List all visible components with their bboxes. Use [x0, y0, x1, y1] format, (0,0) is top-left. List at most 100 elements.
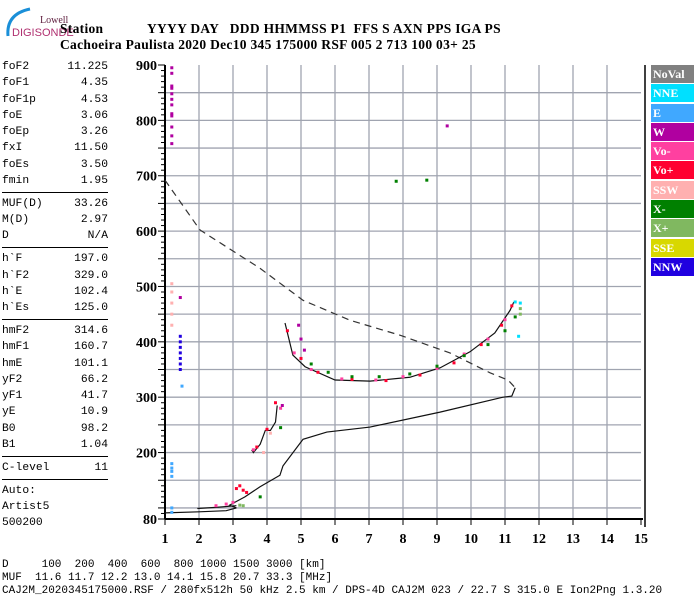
- echo-point-vo-: [251, 448, 255, 452]
- echo-point-vo-: [384, 379, 388, 383]
- legend-item-ssw: SSW: [651, 180, 694, 199]
- echo-point-vo-: [340, 377, 344, 381]
- autoscale-line: Artist5: [2, 500, 50, 513]
- echo-point-ssw: [170, 323, 174, 327]
- param-row: h`Es 125.0: [2, 300, 108, 316]
- param-row: B1 1.04: [2, 437, 108, 453]
- echo-point-nnw: [178, 362, 182, 366]
- x-tick-label: 2: [196, 532, 203, 547]
- echo-point-vo-: [374, 378, 378, 382]
- param-value: 41.7: [80, 390, 108, 403]
- divider: [2, 191, 108, 193]
- echo-point-w: [170, 71, 174, 75]
- legend-item-e: E: [651, 103, 694, 122]
- y-tick-label: 900: [136, 59, 157, 74]
- param-row: D N/A: [2, 228, 108, 244]
- param-row: C-level 11: [2, 460, 108, 476]
- legend-item-sse: SSE: [651, 238, 694, 257]
- y-tick-label: 300: [136, 391, 157, 406]
- echo-point-x-: [394, 179, 398, 183]
- trace-profile: [228, 387, 516, 509]
- param-name: hmF1: [2, 341, 30, 354]
- legend-item-vo-: Vo+: [651, 161, 694, 180]
- divider: [2, 455, 108, 457]
- param-row: foF1 4.35: [2, 75, 108, 91]
- param-name: yF2: [2, 373, 23, 386]
- echo-point-vo-: [274, 401, 277, 405]
- echo-point-nnw: [178, 351, 182, 355]
- param-name: B1: [2, 439, 16, 452]
- echo-point-vo-: [500, 323, 504, 327]
- echo-point-nnw: [178, 345, 182, 349]
- x-tick-label: 15: [634, 532, 648, 547]
- header-values: Cachoeira Paulista 2020 Dec10 345 175000…: [60, 37, 476, 52]
- echo-point-x-: [350, 375, 354, 379]
- x-tick-label: 10: [464, 532, 478, 547]
- echo-point-vo-: [238, 484, 242, 488]
- echo-point-x-: [513, 315, 517, 319]
- x-tick-label: 5: [298, 532, 305, 547]
- echo-point-vo-: [418, 373, 422, 377]
- param-name: fxI: [2, 142, 23, 155]
- param-row: foE 3.06: [2, 108, 108, 124]
- legend-item-noval: NoVal: [651, 65, 694, 83]
- y-tick-label: 80: [143, 513, 157, 528]
- echo-point-w: [302, 348, 306, 352]
- echo-point-vo-: [241, 488, 245, 492]
- x-tick-label: 9: [434, 532, 441, 547]
- param-value: 98.2: [80, 422, 108, 435]
- param-value: 101.1: [74, 357, 108, 370]
- param-value: 125.0: [74, 302, 108, 315]
- echo-point-vo-: [265, 427, 269, 431]
- param-name: M(D): [2, 214, 30, 227]
- echo-point-vo-: [452, 361, 456, 365]
- param-name: foF1: [2, 77, 30, 90]
- echo-point-ssw: [170, 282, 174, 286]
- echo-point-vo-: [486, 337, 490, 341]
- x-tick-label: 3: [230, 532, 237, 547]
- legend-item-x-: X-: [651, 200, 694, 219]
- svg-text:Lowell: Lowell: [40, 15, 69, 26]
- param-value: 4.53: [80, 93, 108, 106]
- param-name: B0: [2, 422, 16, 435]
- x-tick-label: 11: [498, 532, 511, 547]
- echo-point-nne: [517, 334, 521, 338]
- echo-point-e: [170, 462, 174, 466]
- param-name: h`E: [2, 285, 23, 298]
- x-tick-label: 13: [566, 532, 580, 547]
- echo-point-vo-: [231, 500, 235, 504]
- echo-point-x-: [309, 362, 313, 366]
- param-row: fxI 11.50: [2, 140, 108, 156]
- param-row: yE 10.9: [2, 404, 108, 420]
- echo-point-x-: [326, 370, 330, 374]
- echo-point-x-: [377, 375, 381, 379]
- echo-point-vo-: [245, 490, 249, 494]
- echo-point-ssw: [170, 290, 174, 294]
- echo-point-e: [170, 506, 174, 510]
- trace-f2-o-trace: [284, 301, 515, 382]
- param-value: 66.2: [80, 373, 108, 386]
- echo-point-x-: [486, 343, 490, 347]
- y-tick-label: 700: [136, 170, 157, 185]
- echo-point-vo-: [435, 366, 439, 370]
- echo-point-vo-: [214, 504, 218, 508]
- echo-point-w: [170, 125, 174, 129]
- trace-dashed-muf: [164, 179, 516, 389]
- param-row: foEp 3.26: [2, 124, 108, 140]
- param-name: foEs: [2, 158, 30, 171]
- x-tick-label: 8: [400, 532, 407, 547]
- param-row: h`F2 329.0: [2, 268, 108, 284]
- legend-item-vo-: Vo-: [651, 142, 694, 161]
- param-name: foEp: [2, 126, 30, 139]
- param-name: h`F: [2, 253, 23, 266]
- param-name: hmF2: [2, 324, 30, 337]
- echo-point-ssw: [170, 312, 174, 316]
- echo-point-w: [170, 142, 174, 146]
- echo-point-nnw: [178, 340, 182, 344]
- echo-point-nne: [518, 301, 522, 305]
- x-tick-label: 7: [366, 532, 373, 547]
- footer-info: CAJ2M_2020345175000.RSF / 280fx512h 50 k…: [2, 585, 663, 597]
- echo-point-nne: [513, 300, 517, 304]
- param-row: B0 98.2: [2, 421, 108, 437]
- param-name: foE: [2, 109, 23, 122]
